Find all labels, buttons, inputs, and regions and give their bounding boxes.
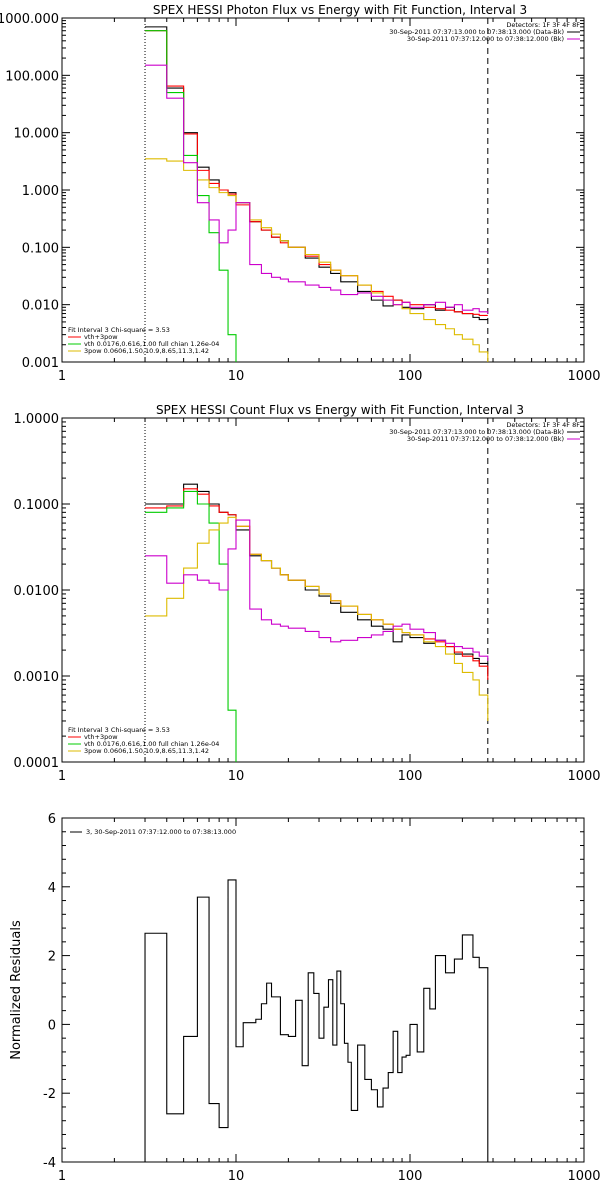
series-line-1 [145,488,489,680]
series-line-4 [145,64,489,314]
legend-bottom-left-entry: vth+3pow [84,333,118,341]
legend-bottom-left-entry: vth 0.0176,0.616,1.00 full chian 1.26e-0… [84,740,219,748]
panel3-legend: 3, 30-Sep-2011 07:37:12.000 to 07:38:13.… [70,828,236,836]
y-tick-label: 2 [48,950,56,965]
panel3-ticks: 1 10 100 1000 -4 -2 0 2 4 6 [43,812,600,1184]
y-tick-label: 0.0100 [14,584,60,599]
series-line-2 [145,30,237,362]
y-tick-label: 0.0001 [14,756,60,771]
legend-top-right-entry: 30-Sep-2011 07:37:12.000 to 07:38:12.000… [407,35,564,43]
panel3-frame [61,817,585,1163]
legend-bottom-left-entry: vth+3pow [84,733,118,741]
x-tick-label: 100 [398,1169,423,1184]
panel2-frame [61,417,585,763]
y-tick-label: 0 [48,1018,56,1033]
y-tick-label: 4 [48,881,56,896]
y-tick-label: 6 [48,812,56,827]
legend-bottom-left-entry: Fit Interval 3 Chi-square = 3.53 [68,726,170,734]
panel2-ticks: 1 10 100 1000 0.0001 0.0010 0.0100 0.1000 1.0000 [14,412,600,784]
x-tick-label: 10 [228,1169,245,1184]
series-line-1 [145,30,488,316]
y-tick-label: -4 [43,1156,56,1171]
y-tick-label: 1.0000 [14,412,60,427]
y-tick-label: 0.0010 [14,670,60,685]
panel2-title: SPEX HESSI Count Flux vs Energy with Fit… [156,403,524,417]
panel1-title: SPEX HESSI Photon Flux vs Energy with Fi… [153,3,527,17]
y-tick-label: 0.001 [22,356,59,371]
legend-top-right-entry: Detectors: 1F 3F 4F 8F [506,21,580,29]
residuals-panel: Normalized Residuals 1 10 100 1000-4-20246 … [9,812,600,1184]
series-line-2 [145,490,237,762]
legend-top-right-entry: 30-Sep-2011 07:37:13.000 to 07:38:13.000… [389,28,564,36]
y-tick-label: 1.000 [22,184,59,199]
legend-top-right-entry: 30-Sep-2011 07:37:12.000 to 07:38:12.000… [407,435,564,443]
x-tick-label: 100 [398,369,423,384]
x-tick-label: 10 [228,769,245,784]
count-flux-panel: SPEX HESSI Count Flux vs Energy with Fit… [14,403,600,784]
panel3-data-series [144,879,489,1162]
panel1-frame [61,17,585,363]
x-tick-label: 1 [58,369,66,384]
y-tick-label: 10.000 [14,127,60,142]
legend-top-right-entry: Detectors: 1F 3F 4F 8F [506,421,580,429]
y-tick-label: 100.000 [5,69,59,84]
series-line-0 [145,26,488,321]
legend-bottom-left-entry: 3pow 0.0606,1.50,10.9,8.65,11.3,1.42 [84,347,209,355]
panel3-ylabel: Normalized Residuals [9,920,24,1060]
residuals-legend-text: 3, 30-Sep-2011 07:37:12.000 to 07:38:13.… [86,828,236,836]
series-line-0 [144,879,489,1162]
x-tick-label: 10 [228,369,245,384]
series-line-4 [145,519,489,661]
panel1-ticks: 1 10 100 1000 0.001 0.010 0.100 1.000 10.000 100.… [0,12,600,384]
x-tick-label: 1000 [567,1169,600,1184]
x-tick-label: 1 [58,1169,66,1184]
x-tick-label: 100 [398,769,423,784]
y-tick-label: -2 [43,1087,56,1102]
photon-flux-panel: SPEX HESSI Photon Flux vs Energy with Fi… [0,3,600,384]
x-tick-label: 1000 [567,369,600,384]
y-tick-label: 0.010 [22,299,59,314]
legend-bottom-left-entry: vth 0.0176,0.616,1.00 full chian 1.26e-0… [84,340,219,348]
y-tick-label: 1000.000 [0,12,59,27]
legend-top-right-entry: 30-Sep-2011 07:37:13.000 to 07:38:13.000… [389,428,564,436]
x-tick-label: 1 [58,769,66,784]
y-tick-label: 0.100 [22,241,59,256]
series-line-0 [145,483,489,676]
series-line-3 [145,516,489,721]
x-tick-label: 1000 [567,769,600,784]
series-line-3 [145,158,489,362]
panel2-data-series [144,418,489,762]
panel1-data-series [144,18,489,362]
y-tick-label: 0.1000 [14,498,60,513]
legend-bottom-left-entry: Fit Interval 3 Chi-square = 3.53 [68,326,170,334]
legend-bottom-left-entry: 3pow 0.0606,1.50,10.9,8.65,11.3,1.42 [84,747,209,755]
